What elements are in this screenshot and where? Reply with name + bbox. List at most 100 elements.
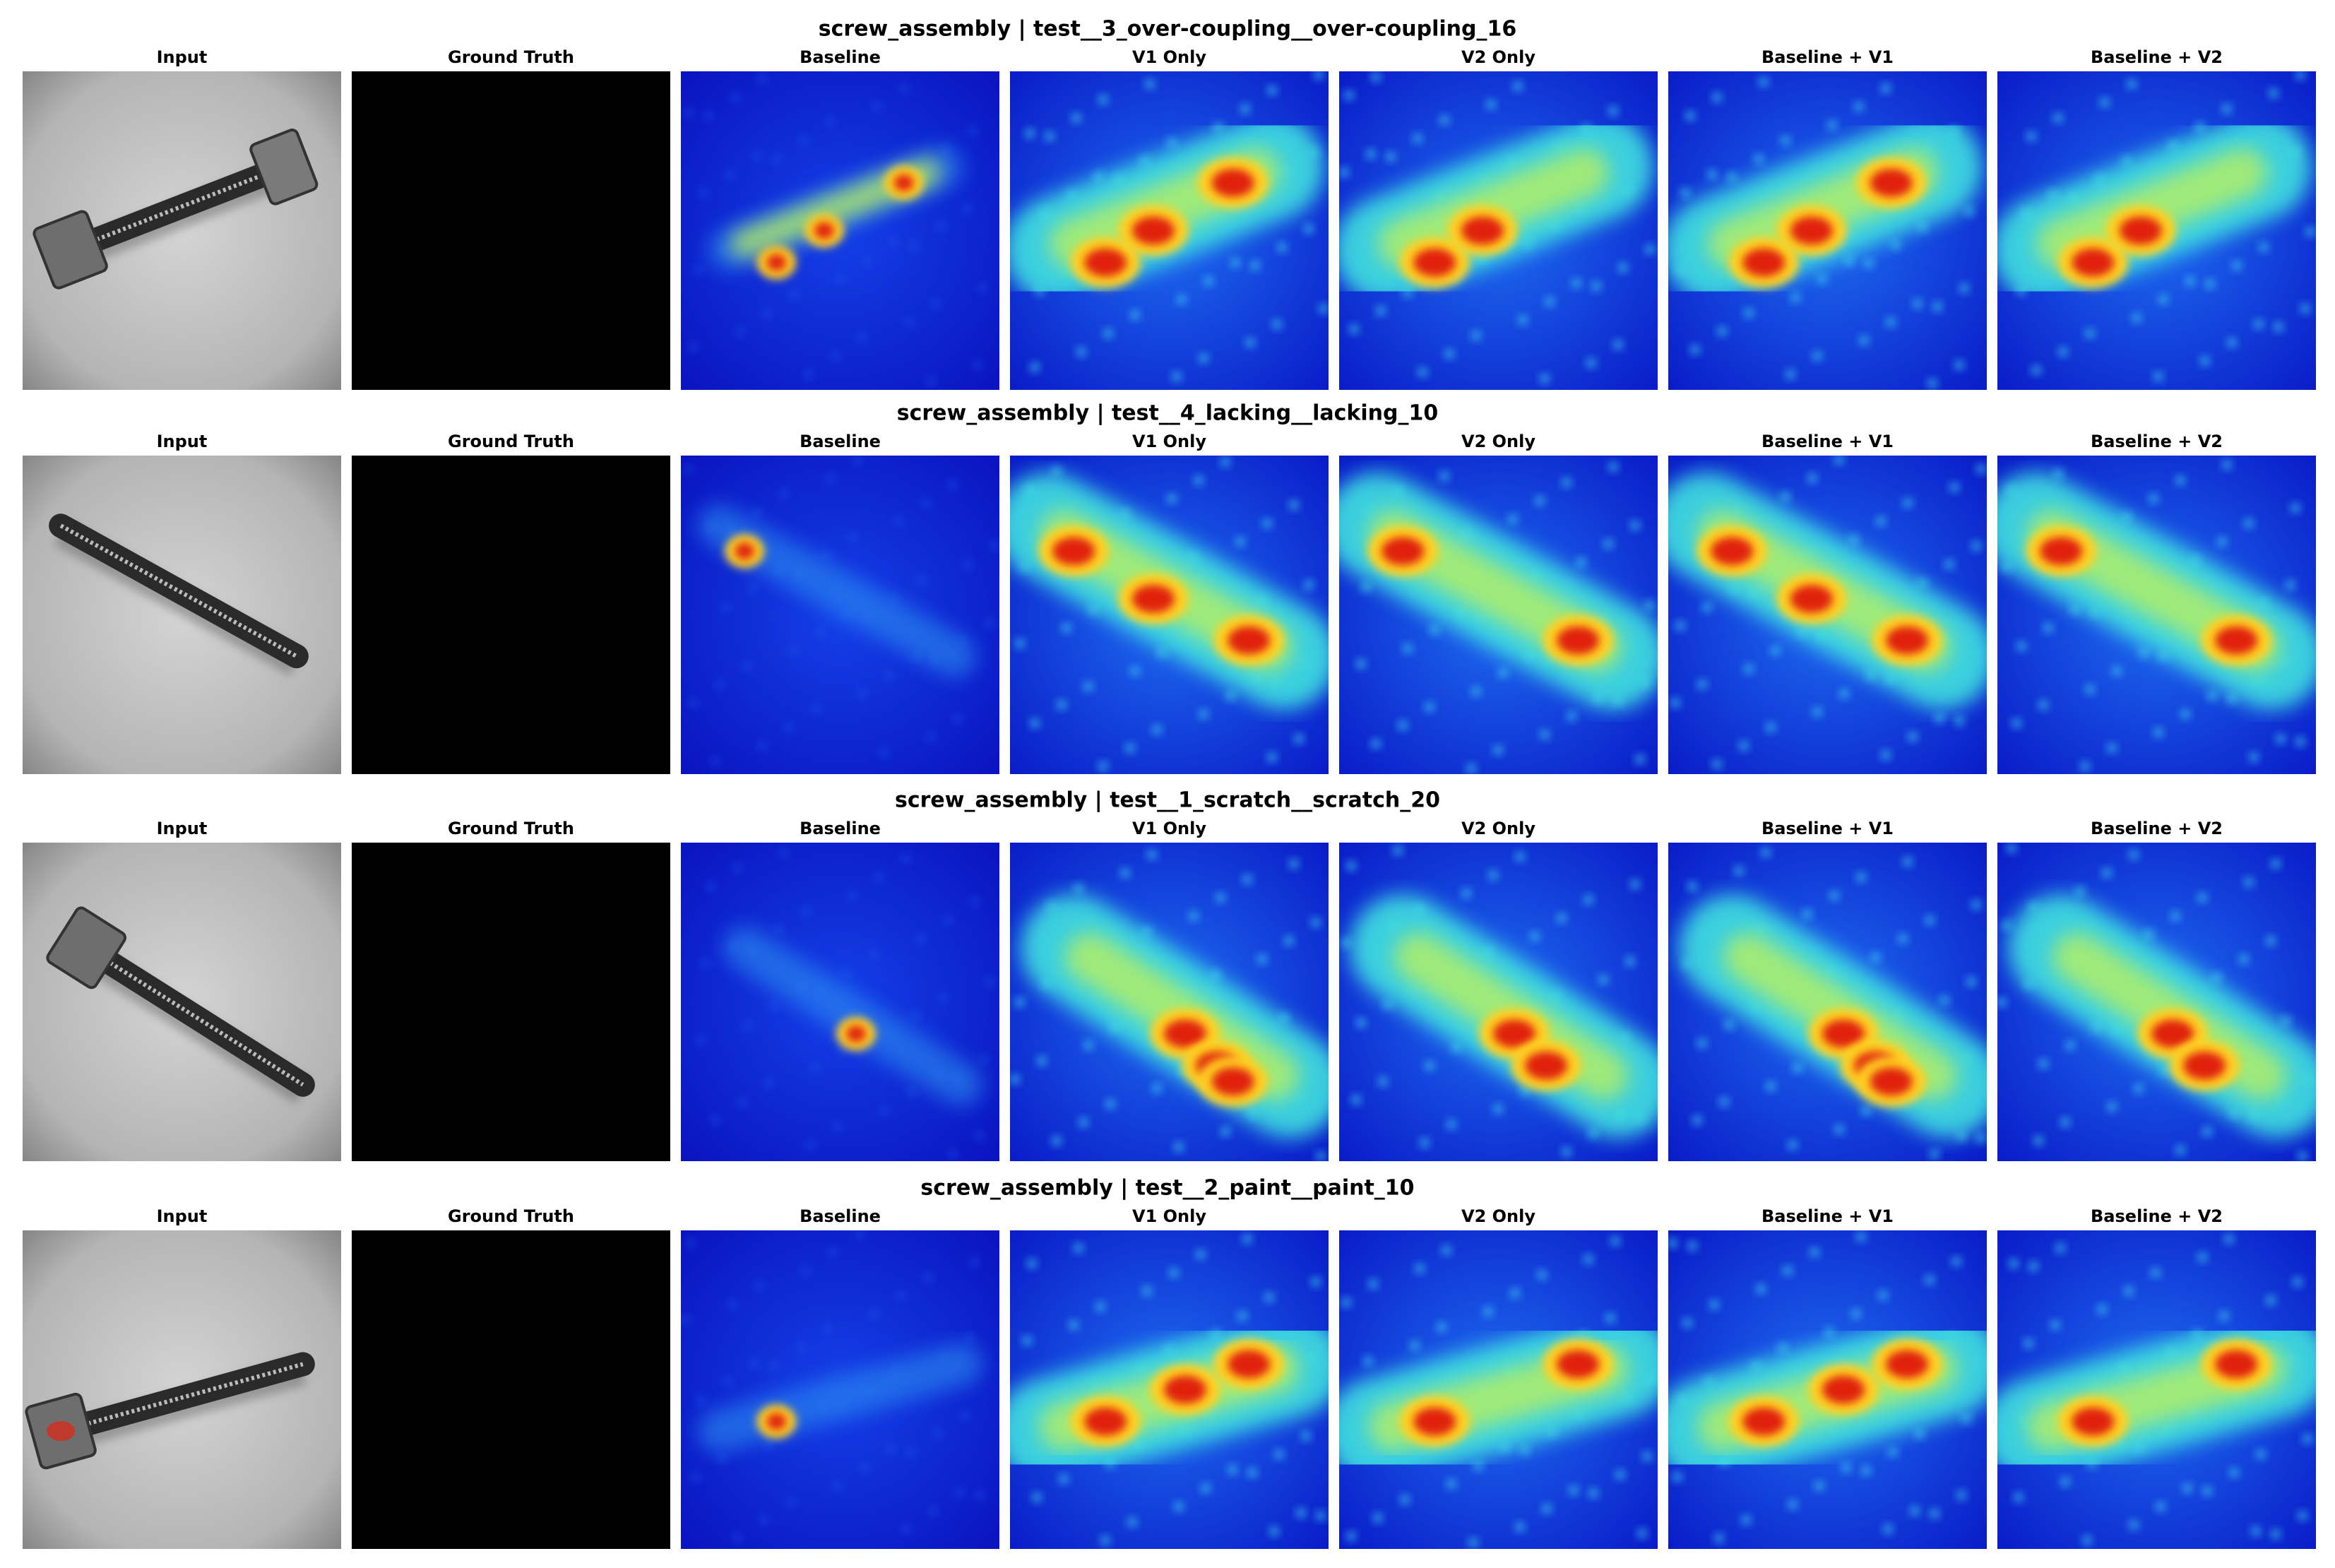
- heatmap-speckle: [1871, 952, 1881, 962]
- heatmap-speckle: [2038, 1059, 2048, 1069]
- panel-image: [23, 1230, 341, 1549]
- row-title: screw_assembly | test__2_paint__paint_10: [920, 1176, 1414, 1201]
- heatmap-speckle: [2082, 1536, 2092, 1545]
- heatmap-speckle: [2097, 1305, 2107, 1314]
- heatmap-speckle: [2107, 1102, 2117, 1112]
- heatmap-speckle: [2060, 1117, 2070, 1127]
- panel-content: [23, 1230, 341, 1549]
- heatmap-speckle: [985, 977, 994, 987]
- column-title: V1 Only: [1132, 432, 1206, 451]
- heatmap-peak: [1052, 537, 1095, 566]
- heatmap-speckle: [1022, 1336, 1032, 1346]
- heatmap-speckle: [1854, 102, 1864, 112]
- heatmap-speckle: [2249, 752, 2259, 762]
- heatmap-speckle: [735, 326, 745, 336]
- heatmap-speckle: [1692, 1115, 1702, 1125]
- heatmap-speckle: [1814, 1481, 1824, 1491]
- heatmap-speckle: [1734, 866, 1744, 876]
- heatmap-speckle: [1057, 700, 1067, 710]
- heatmap-speckle: [1371, 739, 1381, 749]
- heatmap-peak: [1084, 248, 1127, 277]
- panel-image: [681, 1230, 999, 1549]
- heatmap-speckle: [1951, 1257, 1961, 1266]
- heatmap-speckle: [2254, 319, 2264, 329]
- heatmap-speckle: [1301, 1431, 1311, 1441]
- heatmap-speckle: [1829, 891, 1839, 901]
- heatmap-speckle: [1925, 915, 1935, 925]
- heatmap-peak: [1131, 216, 1175, 245]
- panel-image: [1997, 71, 2316, 390]
- heatmap-speckle: [1172, 372, 1182, 381]
- heatmap-speckle: [1881, 750, 1891, 760]
- heatmap-speckle: [1562, 1147, 1571, 1157]
- heatmap-speckle: [1272, 319, 1282, 329]
- heatmap-speckle: [1098, 95, 1108, 105]
- heatmap-peak: [2072, 248, 2115, 277]
- panel-content: [1997, 1230, 2316, 1549]
- column-title: Baseline + V1: [1761, 819, 1894, 838]
- heatmap-speckle: [1052, 1136, 1062, 1146]
- heatmap-speckle: [1685, 111, 1695, 121]
- heatmap-speckle: [848, 891, 857, 901]
- heatmap-speckle: [2266, 936, 2276, 946]
- heatmap-speckle: [921, 498, 931, 508]
- heatmap-speckle: [953, 713, 963, 723]
- heatmap-speckle: [2153, 372, 2163, 381]
- heatmap-speckle: [1316, 1511, 1326, 1521]
- heatmap-speckle: [1228, 1465, 1237, 1475]
- heatmap-speckle: [1562, 477, 1571, 487]
- heatmap-speckle: [772, 154, 782, 164]
- heatmap-speckle: [879, 1106, 889, 1116]
- panel-content: [681, 71, 999, 390]
- heatmap-speckle: [1861, 1106, 1871, 1116]
- panel-image: [1339, 71, 1658, 390]
- heatmap-speckle: [1959, 283, 1969, 293]
- heatmap-speckle: [970, 897, 980, 907]
- heatmap-speckle: [1530, 932, 1540, 942]
- heatmap-speckle: [1145, 79, 1155, 89]
- heatmap-speckle: [1152, 1083, 1162, 1093]
- column-title: Baseline + V1: [1761, 47, 1894, 67]
- heatmap-speckle: [1247, 1468, 1257, 1478]
- heatmap-speckle: [1913, 299, 1923, 309]
- heatmap-speckle: [848, 532, 857, 542]
- heatmap-speckle: [1886, 317, 1896, 327]
- heatmap-speckle: [869, 1309, 879, 1319]
- heatmap-speckle: [1727, 172, 1737, 182]
- heatmap-speckle: [836, 274, 845, 284]
- panel-content: [1010, 71, 1329, 390]
- heatmap-speckle: [1608, 462, 1618, 472]
- heatmap-speckle: [2298, 1151, 2307, 1161]
- heatmap-speckle: [1542, 1504, 1552, 1514]
- heatmap-speckle: [926, 732, 936, 742]
- heatmap-speckle: [1976, 1134, 1986, 1144]
- heatmap-speckle: [1346, 1531, 1356, 1541]
- heatmap-speckle: [752, 151, 762, 161]
- heatmap-speckle: [1744, 308, 1754, 318]
- heatmap-speckle: [1015, 639, 1025, 648]
- heatmap-peak: [1164, 1375, 1207, 1404]
- heatmap-speckle: [1971, 900, 1981, 910]
- heatmap-speckle: [2107, 743, 2117, 753]
- heatmap-speckle: [1415, 1264, 1425, 1273]
- nut: [249, 129, 319, 206]
- heatmap-speckle: [1625, 956, 1635, 966]
- heatmap-peak: [1742, 248, 1786, 277]
- panel-image: [352, 456, 670, 774]
- heatmap-speckle: [2129, 1520, 2139, 1530]
- heatmap-speckle: [689, 342, 699, 352]
- heatmap-speckle: [1257, 954, 1267, 964]
- heatmap-speckle: [696, 1395, 706, 1405]
- heatmap-speckle: [1074, 1243, 1083, 1253]
- heatmap-speckle: [1062, 623, 1071, 633]
- column-title: V2 Only: [1461, 47, 1535, 67]
- heatmap-speckle: [1368, 1279, 1378, 1289]
- heatmap-speckle: [2151, 1268, 2161, 1278]
- heatmap-speckle: [938, 992, 948, 1002]
- heatmap-speckle: [1045, 131, 1054, 141]
- panel-image: [352, 71, 670, 390]
- heatmap-speckle: [948, 1149, 958, 1159]
- heatmap-speckle: [1366, 149, 1376, 159]
- heatmap-speckle: [901, 854, 911, 864]
- heatmap-speckle: [1817, 274, 1827, 284]
